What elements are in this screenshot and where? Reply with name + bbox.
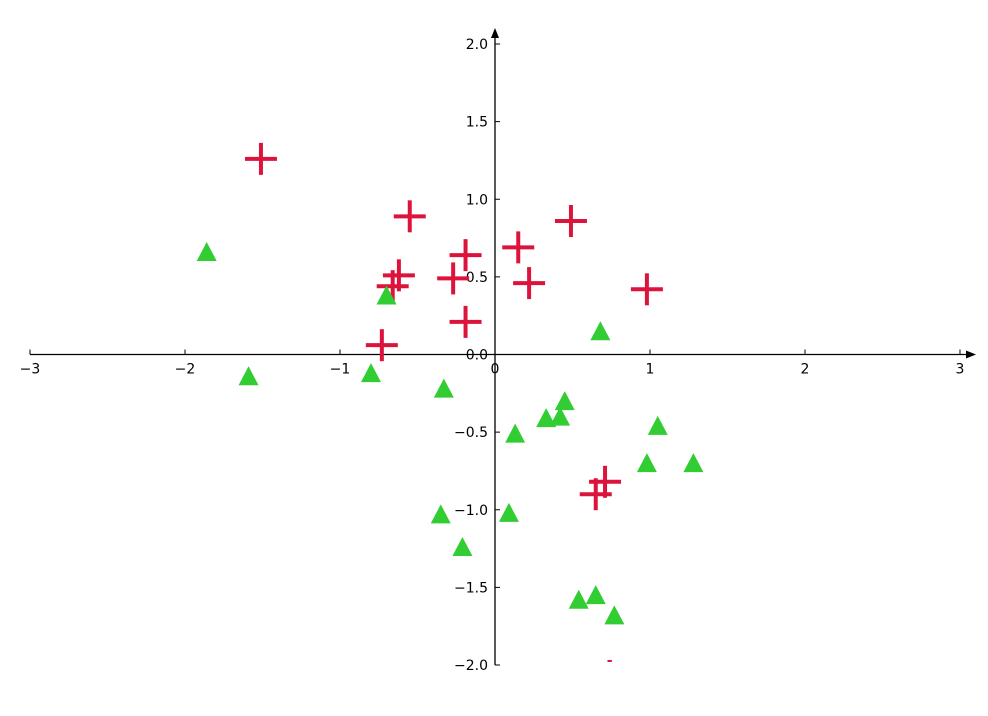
x-axis-arrow (966, 350, 976, 359)
y-tick-label: 1.5 (466, 115, 488, 131)
x-tick-label: −1 (330, 362, 351, 378)
triangle-marker-point (568, 589, 589, 609)
triangle-marker-point (505, 423, 526, 443)
triangle-marker-point (550, 406, 571, 426)
triangle-marker-point (636, 453, 657, 473)
triangle-marker-point (238, 366, 259, 386)
axes (30, 28, 976, 665)
y-tick-label: 0.0 (466, 348, 488, 364)
y-axis-arrow (491, 28, 499, 38)
triangle-marker-point (683, 453, 704, 473)
plus-marker-point (365, 329, 398, 362)
triangle-marker-point (376, 285, 397, 305)
plus-marker-point (630, 273, 663, 306)
plus-marker-point (579, 478, 612, 511)
x-tick-label: −2 (175, 362, 196, 378)
x-tick-label: 2 (801, 362, 810, 378)
x-tick-label: 3 (956, 362, 965, 378)
triangle-marker-point (196, 242, 217, 262)
triangle-marker-point (361, 363, 381, 383)
y-tick-label: 0.5 (466, 270, 488, 286)
plus-marker-point (376, 270, 409, 303)
annotation-dash: - (607, 653, 613, 669)
y-tick-label: −1.0 (454, 503, 488, 519)
y-tick-label: −1.5 (454, 580, 488, 596)
y-tick-label: 1.0 (466, 192, 488, 208)
plus-marker-point (393, 200, 426, 233)
y-tick-label: −0.5 (454, 425, 488, 441)
x-tick-label: 1 (646, 362, 655, 378)
triangle-marker-point (647, 415, 668, 435)
triangle-marker-point (554, 391, 575, 411)
plus-marker-point (502, 231, 535, 264)
triangle-marker-point (604, 605, 625, 625)
x-tick-label: −3 (20, 362, 41, 378)
plus-marker-point (449, 239, 482, 272)
plus-marker-point (513, 267, 546, 300)
ticks: −3 −2 −1 0 1 2 3 −2.0 −1.5 −1.0 −0.5 0.0 0.5 1.0 1.5 2.… (20, 37, 965, 674)
plus-marker-point (437, 262, 470, 295)
triangle-marker-point (590, 321, 611, 341)
plus-marker-point (554, 204, 587, 237)
plus-marker-point (449, 305, 482, 338)
triangle-marker-point (430, 504, 451, 524)
triangle-marker-point (452, 537, 473, 557)
plus-marker-point (244, 142, 277, 175)
data-marks: - (196, 142, 704, 669)
y-tick-label: 2.0 (466, 37, 488, 53)
triangle-marker-point (433, 378, 454, 398)
y-tick-label: −2.0 (454, 658, 488, 674)
triangle-marker-point (536, 408, 557, 428)
triangle-marker-point (585, 585, 606, 605)
triangle-marker-point (498, 502, 519, 522)
x-tick-label: 0 (491, 362, 500, 378)
